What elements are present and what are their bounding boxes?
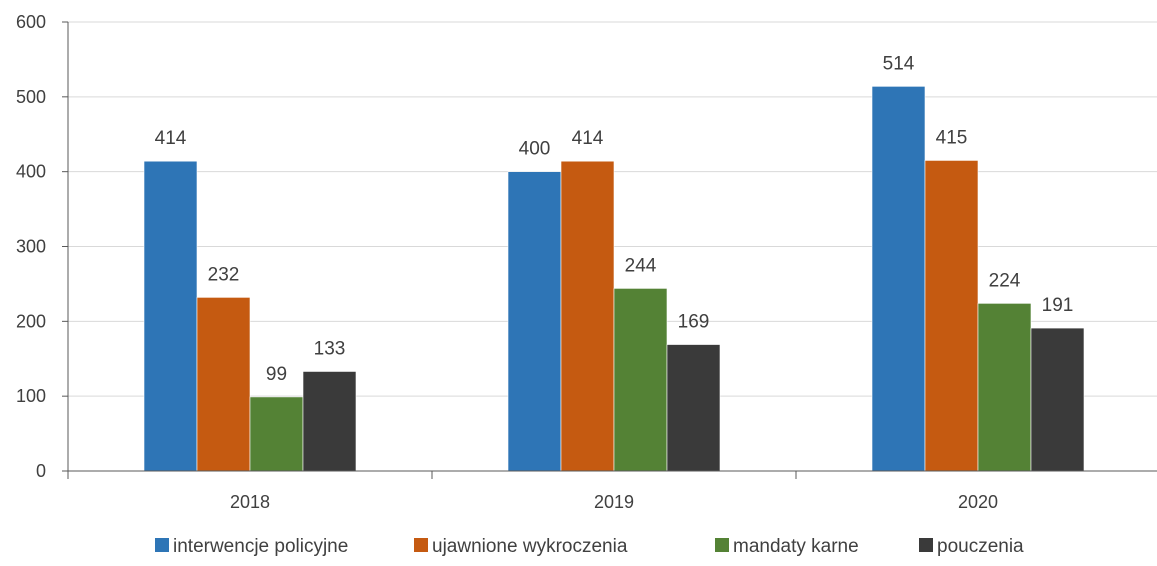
data-label-2020-1: 415	[936, 127, 968, 148]
legend: interwencje policyjne ujawnione wykroczen…	[155, 536, 1024, 557]
legend-swatch	[715, 538, 729, 552]
legend-item-1: ujawnione wykroczenia	[414, 536, 628, 557]
bar-2020-1	[924, 160, 979, 472]
x-axis	[62, 21, 1157, 479]
y-tick-label: 400	[16, 162, 46, 182]
legend-label: pouczenia	[937, 536, 1024, 557]
bar-2020-0	[871, 86, 926, 472]
legend-item-2: mandaty karne	[715, 536, 859, 557]
legend-item-0: interwencje policyjne	[155, 536, 348, 557]
bar-2018-1	[196, 297, 251, 472]
data-label-2020-0: 514	[883, 53, 915, 74]
y-axis-ticks: 0 100 200 300 400 500 600	[16, 12, 46, 481]
x-category-label: 2020	[958, 492, 998, 512]
bar-2018-0	[143, 160, 198, 472]
bar-2018-3	[302, 371, 357, 472]
bar-2019-3	[666, 344, 721, 472]
data-label-2019-0: 400	[519, 139, 551, 160]
legend-swatch	[919, 538, 933, 552]
y-tick-label: 500	[16, 87, 46, 107]
bar-2020-2	[977, 303, 1032, 472]
y-tick-label: 100	[16, 386, 46, 406]
bar-2019-1	[560, 160, 615, 472]
data-label-2019-3: 169	[678, 312, 710, 333]
y-tick-label: 0	[36, 461, 46, 481]
legend-label: ujawnione wykroczenia	[432, 536, 628, 557]
data-label-2018-1: 232	[208, 264, 240, 285]
bar-2019-0	[507, 171, 562, 472]
x-category-label: 2019	[594, 492, 634, 512]
legend-swatch	[155, 538, 169, 552]
data-label-2020-2: 224	[989, 270, 1021, 291]
x-category-label: 2018	[230, 492, 270, 512]
data-label-2018-0: 414	[155, 128, 187, 149]
legend-label: mandaty karne	[733, 536, 859, 557]
data-label-2020-3: 191	[1042, 295, 1074, 316]
y-tick-label: 600	[16, 12, 46, 32]
x-axis-categories: 2018 2019 2020	[230, 492, 998, 512]
data-label-2018-3: 133	[314, 338, 346, 359]
data-labels: 414 232 99 133 400 414 244 169 514 415 224 191	[155, 53, 1074, 385]
legend-item-3: pouczenia	[919, 536, 1024, 557]
bars	[143, 86, 1085, 472]
y-tick-label: 200	[16, 311, 46, 331]
data-label-2018-2: 99	[266, 364, 287, 385]
legend-label: interwencje policyjne	[173, 536, 348, 557]
data-label-2019-1: 414	[572, 128, 604, 149]
bar-2018-2	[249, 396, 304, 472]
data-label-2019-2: 244	[625, 255, 657, 276]
bar-2020-3	[1030, 327, 1085, 472]
bar-2019-2	[613, 288, 668, 472]
y-tick-label: 300	[16, 237, 46, 257]
legend-swatch	[414, 538, 428, 552]
